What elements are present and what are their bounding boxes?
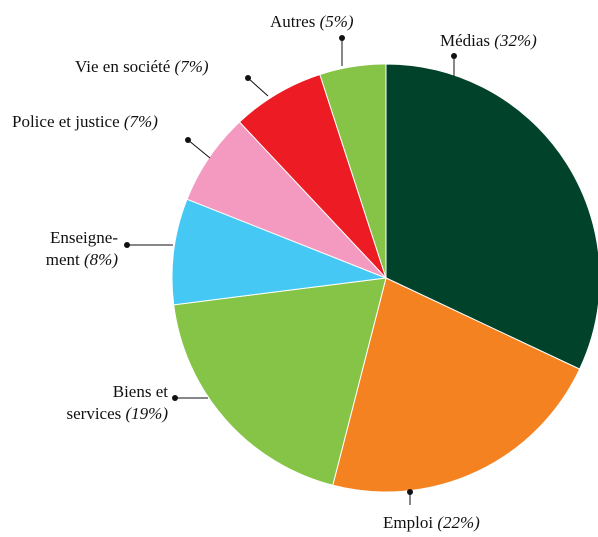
category-name: Vie en société [75,57,171,76]
category-name: Biens et services [66,382,169,423]
leader-dot [185,137,191,143]
pie-slice [319,63,387,279]
slice-label: Vie en société (7%) [75,56,209,78]
value-label: (8%) [84,250,118,269]
value-label: (32%) [494,31,537,50]
slice-label: Autres (5%) [270,11,354,33]
category-name: Emploi [383,513,434,532]
leader-dot [245,75,251,81]
category-name: Médias [440,31,491,50]
leader-dot [407,489,413,495]
pie-slice [171,198,387,306]
value-label: (7%) [174,57,209,76]
pie-slice [385,63,598,370]
value-label: (22%) [437,513,480,532]
leader-dot [451,53,457,59]
leader-dot [124,242,130,248]
category-name: Enseigne- ment [45,228,118,269]
pie-slice [332,277,581,493]
leader-line [247,77,269,97]
slice-label: Médias (32%) [440,30,537,52]
category-name: Police et justice [12,112,120,131]
slice-label: Police et justice (7%) [12,111,158,133]
leader-dot [172,395,178,401]
value-label: (19%) [125,404,168,423]
value-label: (5%) [319,12,354,31]
pie-slice [173,277,387,486]
category-name: Autres [270,12,316,31]
slice-label: Biens et services (19%) [67,381,169,425]
slice-label: Emploi (22%) [383,512,480,534]
leader-line [187,139,211,159]
leader-dot [339,35,345,41]
slice-label: Enseigne- ment (8%) [46,227,118,271]
value-label: (7%) [123,112,158,131]
